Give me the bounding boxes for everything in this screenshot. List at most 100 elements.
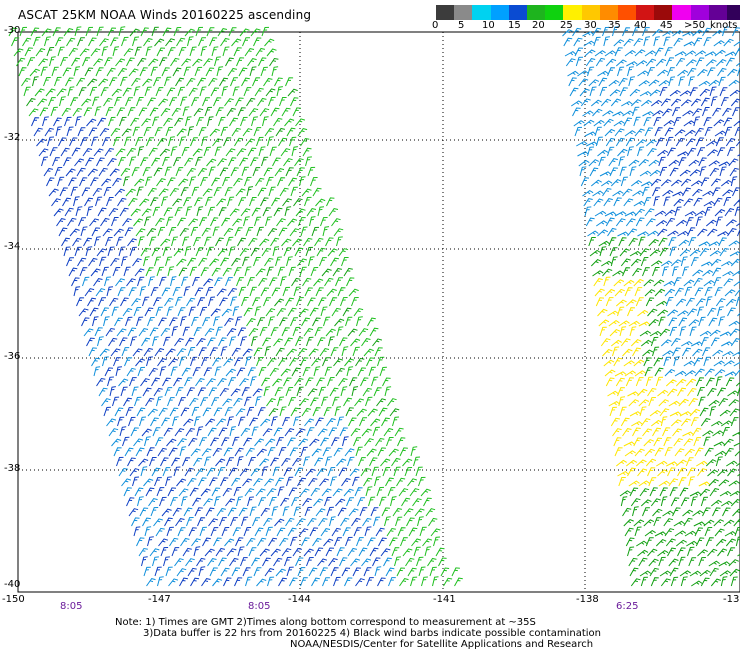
wind-barb [165, 38, 175, 47]
wind-barb [432, 576, 439, 587]
wind-barb [304, 287, 313, 297]
wind-barb [251, 426, 259, 437]
wind-barb [582, 189, 594, 197]
wind-barb [637, 388, 648, 397]
wind-barb [695, 298, 706, 307]
wind-barb [127, 238, 137, 247]
wind-barb [645, 218, 656, 227]
wind-barb [592, 27, 602, 37]
wind-barb [618, 396, 626, 407]
wind-barb [193, 546, 201, 557]
wind-barb [692, 29, 704, 37]
wind-barb [179, 446, 187, 457]
wind-barb [371, 466, 379, 477]
wind-barb [241, 516, 249, 527]
wind-barb [319, 257, 327, 267]
wind-barb [309, 527, 319, 537]
wind-barb [612, 190, 624, 197]
wind-barb [171, 547, 180, 557]
wind-barb [361, 428, 372, 437]
wind-barb [627, 391, 639, 397]
wind-barb [238, 67, 248, 77]
wind-barb [318, 517, 328, 527]
wind-barb [363, 477, 373, 487]
wind-barb [279, 97, 287, 107]
wind-barb [257, 537, 267, 547]
wind-barb [343, 267, 353, 277]
wind-barb [687, 546, 695, 557]
wind-barb [300, 446, 308, 457]
wind-barb [703, 356, 711, 367]
wind-barb [312, 317, 321, 327]
wind-barb [208, 296, 216, 307]
pass-time-label-2: 8:05 [248, 601, 271, 612]
wind-barb [719, 409, 731, 417]
wind-barb [697, 306, 704, 317]
wind-barb [673, 520, 685, 527]
wind-barb [236, 367, 246, 377]
wind-barb [173, 248, 184, 257]
wind-barb [325, 237, 334, 247]
wind-barb [204, 328, 215, 337]
colorbar-segment [472, 5, 491, 20]
wind-barb [266, 398, 276, 407]
wind-barb [623, 441, 636, 447]
wind-barb [717, 147, 726, 157]
wind-barb [149, 107, 159, 117]
wind-barb [289, 136, 297, 147]
wind-barb [632, 427, 641, 437]
wind-barb [704, 206, 712, 217]
wind-barb [97, 117, 107, 127]
wind-barb [158, 407, 168, 417]
colorbar-label: 30 [584, 20, 597, 31]
wind-barb [327, 467, 336, 477]
wind-barb [77, 37, 85, 47]
wind-barb [386, 527, 396, 537]
wind-barb [365, 396, 373, 407]
wind-barb [234, 357, 243, 367]
wind-barb [287, 437, 296, 447]
wind-barb [288, 177, 298, 187]
wind-barb [161, 417, 170, 427]
wind-barb [729, 167, 739, 177]
wind-barb [151, 26, 159, 37]
wind-barb [201, 578, 211, 587]
wind-barb [655, 219, 668, 227]
wind-barb [632, 347, 641, 357]
wind-barb [91, 357, 101, 367]
wind-barb [700, 577, 710, 587]
wind-barb [135, 447, 145, 457]
wind-barb [337, 287, 346, 297]
wind-barb [146, 137, 154, 147]
wind-barb [330, 567, 339, 577]
wind-barb [284, 428, 295, 437]
wind-barb [213, 187, 222, 197]
wind-barb [599, 171, 612, 177]
wind-barb [231, 38, 242, 47]
wind-barb [293, 198, 303, 207]
wind-barb [233, 178, 243, 187]
wind-barb [600, 338, 611, 347]
wind-barb [207, 206, 215, 217]
wind-barb [346, 366, 354, 377]
wind-barb [235, 316, 242, 327]
wind-barb [121, 36, 129, 47]
wind-barb [264, 478, 275, 487]
wind-barb [117, 67, 128, 77]
wind-barb [154, 38, 165, 47]
wind-barb [199, 86, 207, 97]
wind-barb [199, 217, 208, 227]
wind-barb [705, 59, 717, 67]
wind-barb [111, 217, 119, 227]
wind-barb [52, 157, 60, 167]
wind-barb [128, 197, 138, 207]
wind-barb [164, 387, 173, 397]
wind-barb [595, 57, 606, 67]
wind-barb [605, 297, 614, 307]
wind-barb [689, 491, 702, 497]
wind-barb [342, 527, 351, 537]
wind-barb [660, 416, 668, 427]
wind-barb [273, 117, 283, 127]
wind-barb [632, 27, 640, 37]
wind-barb [209, 128, 220, 137]
